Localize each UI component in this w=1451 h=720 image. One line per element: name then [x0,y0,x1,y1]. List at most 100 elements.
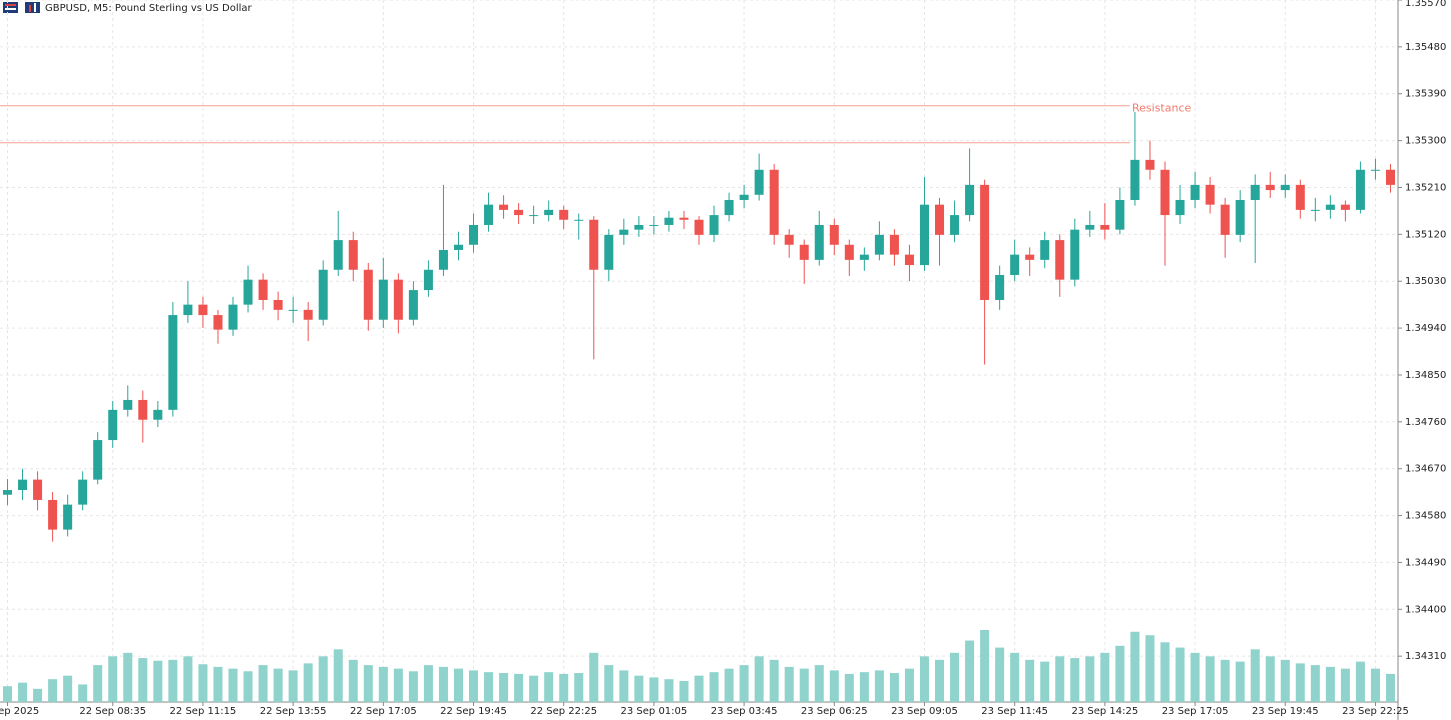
volume-bar [980,630,990,702]
volume-bar [1370,668,1380,702]
y-tick-label: 1.34400 [1405,604,1446,615]
volume-bar [138,658,148,702]
volume-bar [904,668,914,702]
volume-bar [724,668,734,702]
volume-bar [664,679,674,702]
x-tick-label: 23 Sep 09:05 [891,706,958,717]
volume-bar [1385,673,1395,702]
candle-body [303,309,313,320]
candle-body [1130,159,1140,200]
candle-body [258,279,268,300]
candle-body [544,209,554,216]
candle-body [138,399,148,420]
volume-bar [829,670,839,702]
x-tick-label: 23 Sep 01:05 [621,706,688,717]
y-tick-label: 1.34580 [1405,511,1446,522]
volume-bar [799,668,809,702]
candle-body [1205,184,1215,205]
volume-bar [1340,668,1350,702]
volume-bar [814,665,824,702]
candle-body [378,279,388,320]
volume-bar [438,666,448,702]
candle-body [1370,169,1380,171]
candle-body [754,169,764,195]
volume-bar [1205,656,1215,702]
x-tick-label: 22 Sep 13:55 [260,706,327,717]
volume-bar [33,688,43,702]
candle-body [1025,254,1035,260]
chart-title: GBPUSD, M5: Pound Sterling vs US Dollar [45,3,253,14]
volume-bar [1100,652,1110,702]
candle-body [844,244,854,260]
volume-bar [18,682,28,702]
candle-body [769,169,779,235]
icon [3,2,18,13]
candle-body [1355,169,1365,210]
volume-bar [784,666,794,702]
volume-bar [1355,661,1365,702]
volume-bar [78,684,88,702]
volume-bar [348,659,358,702]
volume-bar [649,677,659,702]
icon [29,5,31,12]
candle-body [784,234,794,245]
candle-body [499,204,509,210]
volume-bar [303,663,313,702]
candle-body [589,219,599,270]
candle-body [965,184,975,216]
y-tick-label: 1.34760 [1405,417,1446,428]
volume-bar [1085,656,1095,702]
x-tick-label: 22 Sep 2025 [0,706,39,717]
volume-bar [574,673,584,702]
volume-bar [213,666,223,702]
candle-body [634,224,644,230]
volume-bar [108,656,118,702]
volume-bar [63,675,73,702]
volume-bar [1055,656,1065,702]
volume-bar [1010,652,1020,702]
candle-body [514,209,524,216]
candle-body [288,309,298,311]
candle-body [604,234,614,270]
icon [25,2,40,13]
volume-bar [1115,645,1125,702]
volume-bar [333,649,343,702]
volume-bar [1220,659,1230,702]
volume-bar [1295,663,1305,702]
volume-bar [1250,649,1260,702]
y-tick-label: 1.35480 [1405,42,1446,53]
volume-bar [754,656,764,702]
volume-bar [258,665,268,702]
candle-body [995,274,1005,300]
volume-bar [604,665,614,702]
volume-bar [453,668,463,702]
candle-body [48,499,58,530]
volume-bar [739,665,749,702]
x-tick-label: 22 Sep 11:15 [170,706,237,717]
x-tick-label: 23 Sep 14:25 [1071,706,1138,717]
volume-bar [694,675,704,702]
candle-body [408,290,418,320]
candle-body [1070,229,1080,280]
candle-body [574,219,584,221]
x-tick-label: 23 Sep 11:45 [981,706,1048,717]
volume-bar [529,675,539,702]
candle-body [1385,169,1395,185]
y-tick-label: 1.35390 [1405,89,1446,100]
candle-body [1055,240,1065,280]
candle-body [1325,204,1335,210]
candle-body [168,315,178,410]
candle-body [198,304,208,316]
candle-body [213,315,223,330]
volume-bar [408,671,418,702]
volume-bar [168,659,178,702]
candle-body [1085,224,1095,230]
candle-body [919,204,929,266]
volume-bar [153,660,163,702]
volume-bar [589,652,599,702]
volume-bar [1235,661,1245,702]
candle-body [1250,184,1260,200]
candle-body [1175,199,1185,216]
candle-body [363,269,373,320]
